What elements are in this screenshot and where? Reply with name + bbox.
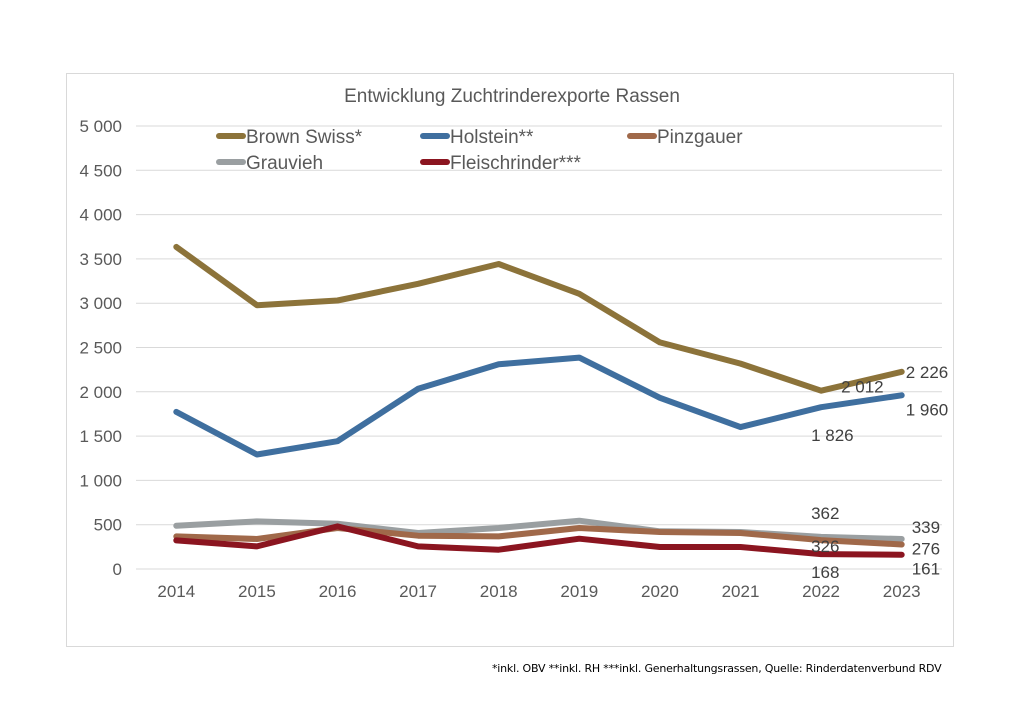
- data-label: 168: [811, 563, 839, 582]
- legend-swatch-pinzgauer: [627, 132, 657, 139]
- data-label: 326: [811, 537, 839, 556]
- x-tick-label: 2020: [641, 582, 679, 601]
- footnote: *inkl. OBV **inkl. RH ***inkl. Generhalt…: [492, 662, 942, 675]
- data-label: 1 826: [811, 426, 854, 445]
- data-label: 276: [912, 540, 940, 559]
- x-tick-label: 2019: [560, 582, 598, 601]
- data-label: 2 226: [906, 363, 949, 382]
- legend-swatch-fleischrinder: [420, 158, 450, 165]
- y-tick-label: 1 000: [79, 471, 122, 490]
- x-tick-label: 2021: [722, 582, 760, 601]
- y-tick-label: 1 500: [79, 427, 122, 446]
- y-tick-label: 0: [113, 560, 122, 579]
- legend-item-pinzgauer: Pinzgauer: [627, 127, 743, 149]
- x-tick-label: 2016: [319, 582, 357, 601]
- data-label: 161: [912, 560, 940, 579]
- x-axis-ticks: 2014 2015 2016 2017 2018 2019 2020 2021 2022 2023: [157, 582, 920, 601]
- legend-label: Holstein**: [450, 127, 534, 148]
- legend-swatch-brown-swiss: [216, 132, 246, 139]
- y-tick-label: 3 000: [79, 294, 122, 313]
- data-label: 362: [811, 504, 839, 523]
- chart-title: Entwicklung Zuchtrinderexporte Rassen: [344, 86, 680, 107]
- legend-item-holstein: Holstein**: [420, 127, 533, 149]
- y-tick-label: 3 500: [79, 250, 122, 269]
- x-tick-label: 2023: [883, 582, 921, 601]
- x-tick-label: 2017: [399, 582, 437, 601]
- legend-label: Brown Swiss*: [246, 127, 363, 148]
- y-axis-ticks: 0 500 1 000 1 500 2 000 2 500 3 000 3 500 4 000 4…: [79, 117, 122, 579]
- legend-item-brown-swiss: Brown Swiss*: [216, 127, 362, 149]
- legend-label: Grauvieh: [246, 153, 324, 174]
- series-line-holstein: [173, 354, 905, 458]
- x-tick-label: 2022: [802, 582, 840, 601]
- y-tick-label: 5 000: [79, 117, 122, 136]
- data-label: 1 960: [906, 400, 949, 419]
- legend-label: Fleischrinder***: [450, 153, 581, 174]
- legend-swatch-holstein: [420, 132, 450, 139]
- y-tick-label: 2 000: [79, 383, 122, 402]
- legend-swatch-grauvieh: [216, 158, 246, 165]
- y-tick-label: 500: [94, 516, 122, 535]
- data-labels: 2 012 2 226 1 826 1 960 326 276 362 339 168 161: [811, 363, 948, 582]
- gridlines: [136, 125, 942, 570]
- legend-item-grauvieh: Grauvieh: [216, 153, 323, 175]
- legend-label: Pinzgauer: [657, 127, 743, 148]
- y-tick-label: 4 500: [79, 161, 122, 180]
- legend-item-fleischrinder: Fleischrinder***: [420, 153, 581, 175]
- data-label: 339: [912, 518, 940, 537]
- series-line-brown-swiss: [173, 243, 905, 394]
- x-tick-label: 2018: [480, 582, 518, 601]
- series-line-fleischrinder: [173, 523, 905, 558]
- x-tick-label: 2015: [238, 582, 276, 601]
- y-tick-label: 2 500: [79, 339, 122, 358]
- x-tick-label: 2014: [157, 582, 195, 601]
- data-label: 2 012: [841, 378, 884, 397]
- y-tick-label: 4 000: [79, 206, 122, 225]
- series-lines: [173, 243, 905, 558]
